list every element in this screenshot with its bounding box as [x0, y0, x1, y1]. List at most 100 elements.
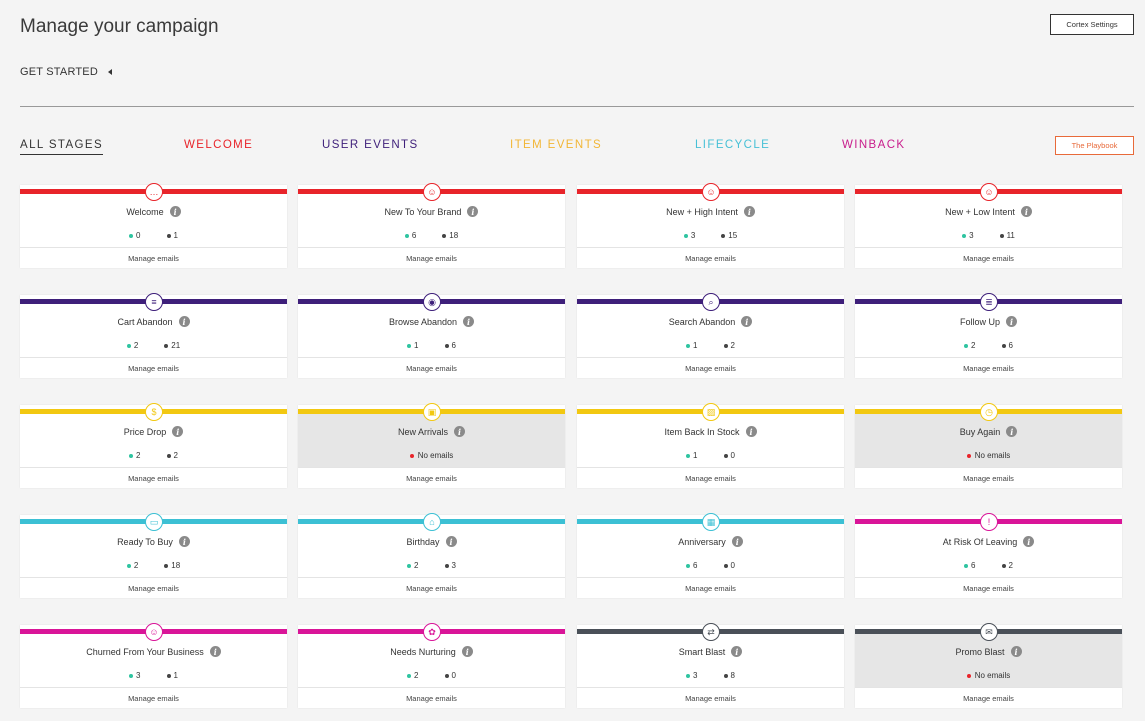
- campaign-title: Needs Nurturing i: [298, 646, 565, 657]
- campaign-card[interactable]: Cart Abandon i 2 21 ≡ Manage emails: [20, 293, 287, 378]
- campaign-card[interactable]: New To Your Brand i 6 18 ☺ Manage emails: [298, 183, 565, 268]
- status-dot-icon: [966, 453, 971, 458]
- manage-emails-link[interactable]: Manage emails: [855, 247, 1122, 268]
- campaign-card[interactable]: Browse Abandon i 1 6 ◉ Manage emails: [298, 293, 565, 378]
- flower-icon: ✿: [423, 623, 441, 641]
- page-title: Manage your campaign: [20, 16, 219, 37]
- manage-emails-link[interactable]: Manage emails: [20, 247, 287, 268]
- active-dot-icon: [407, 343, 412, 348]
- campaign-card[interactable]: New Arrivals i No emails ▣ Manage emails: [298, 403, 565, 488]
- campaign-card[interactable]: Anniversary i 6 0 ▦ Manage emails: [577, 513, 844, 598]
- playbook-button[interactable]: The Playbook: [1055, 136, 1134, 155]
- info-icon[interactable]: i: [741, 316, 753, 327]
- info-icon[interactable]: i: [445, 536, 457, 547]
- total-emails-count: 6: [1001, 341, 1013, 350]
- total-emails-count: 2: [1001, 561, 1013, 570]
- info-icon[interactable]: i: [454, 426, 465, 437]
- active-emails-count: 2: [407, 561, 419, 570]
- manage-emails-link[interactable]: Manage emails: [577, 687, 844, 708]
- tab-all-stages[interactable]: ALL STAGES: [20, 139, 104, 155]
- manage-emails-link[interactable]: Manage emails: [298, 577, 565, 598]
- active-dot-icon: [686, 453, 691, 458]
- campaign-card[interactable]: Price Drop i 2 2 $ Manage emails: [20, 403, 287, 488]
- campaign-card[interactable]: Follow Up i 2 6 ≣ Manage emails: [855, 293, 1122, 378]
- info-icon[interactable]: i: [461, 646, 473, 657]
- campaign-card[interactable]: Search Abandon i 1 2 ⌕ Manage emails: [577, 293, 844, 378]
- info-icon[interactable]: i: [467, 206, 479, 217]
- total-dot-icon: [166, 673, 171, 678]
- campaign-card[interactable]: Churned From Your Business i 3 1 ☺ Manag…: [20, 623, 287, 708]
- info-icon[interactable]: i: [172, 426, 184, 437]
- campaign-card[interactable]: Welcome i 0 1 … Manage emails: [20, 183, 287, 268]
- manage-emails-link[interactable]: Manage emails: [20, 357, 287, 378]
- info-icon[interactable]: i: [169, 206, 181, 217]
- manage-emails-link[interactable]: Manage emails: [577, 247, 844, 268]
- email-stats: 3 11: [855, 231, 1122, 240]
- total-dot-icon: [999, 233, 1004, 238]
- alert-icon: !: [980, 513, 998, 531]
- manage-emails-link[interactable]: Manage emails: [298, 467, 565, 488]
- info-icon[interactable]: i: [463, 316, 475, 327]
- campaign-card[interactable]: Needs Nurturing i 2 0 ✿ Manage emails: [298, 623, 565, 708]
- campaign-card[interactable]: Buy Again i No emails ◷ Manage emails: [855, 403, 1122, 488]
- card-body: New + Low Intent i 3 11: [855, 194, 1122, 247]
- ticket-icon: ▭: [145, 513, 163, 531]
- card-body: New Arrivals i No emails: [298, 414, 565, 467]
- campaign-title: Birthday i: [298, 536, 565, 547]
- info-icon[interactable]: i: [178, 536, 190, 547]
- manage-emails-link[interactable]: Manage emails: [577, 357, 844, 378]
- manage-emails-link[interactable]: Manage emails: [855, 577, 1122, 598]
- user-minus-icon: ☺: [145, 623, 163, 641]
- campaign-title: Price Drop i: [20, 426, 287, 437]
- total-emails-count: 21: [164, 341, 180, 350]
- campaign-card[interactable]: New + High Intent i 3 15 ☺ Manage emails: [577, 183, 844, 268]
- cortex-settings-button[interactable]: Cortex Settings: [1050, 14, 1134, 35]
- manage-emails-link[interactable]: Manage emails: [20, 467, 287, 488]
- campaign-title: Anniversary i: [577, 536, 844, 547]
- manage-emails-link[interactable]: Manage emails: [20, 687, 287, 708]
- tab-winback[interactable]: WINBACK: [842, 139, 906, 151]
- info-icon[interactable]: i: [178, 316, 190, 327]
- manage-emails-link[interactable]: Manage emails: [855, 467, 1122, 488]
- info-icon[interactable]: i: [743, 206, 755, 217]
- campaign-card[interactable]: Promo Blast i No emails ✉ Manage emails: [855, 623, 1122, 708]
- campaign-card[interactable]: Ready To Buy i 2 18 ▭ Manage emails: [20, 513, 287, 598]
- document-icon: ≣: [980, 293, 998, 311]
- tab-item-events[interactable]: ITEM EVENTS: [510, 139, 603, 151]
- campaign-card[interactable]: New + Low Intent i 3 11 ☺ Manage emails: [855, 183, 1122, 268]
- manage-emails-link[interactable]: Manage emails: [20, 577, 287, 598]
- info-icon[interactable]: i: [1006, 316, 1017, 327]
- info-icon[interactable]: i: [1006, 426, 1018, 437]
- active-emails-count: 6: [686, 561, 698, 570]
- tab-lifecycle[interactable]: LIFECYCLE: [695, 139, 771, 151]
- info-icon[interactable]: i: [1020, 206, 1032, 217]
- manage-emails-link[interactable]: Manage emails: [855, 357, 1122, 378]
- email-stats: 3 1: [20, 671, 287, 680]
- active-emails-count: 2: [407, 671, 419, 680]
- campaign-card[interactable]: Birthday i 2 3 ⌂ Manage emails: [298, 513, 565, 598]
- email-stats: 1 2: [577, 341, 844, 350]
- get-started-toggle[interactable]: GET STARTED: [20, 66, 112, 78]
- email-stats: 6 2: [855, 561, 1122, 570]
- manage-emails-link[interactable]: Manage emails: [298, 357, 565, 378]
- campaign-card[interactable]: Item Back In Stock i 1 0 ▨ Manage emails: [577, 403, 844, 488]
- campaign-card[interactable]: Smart Blast i 3 8 ⇄ Manage emails: [577, 623, 844, 708]
- email-stats: 2 6: [855, 341, 1122, 350]
- total-dot-icon: [166, 453, 171, 458]
- info-icon[interactable]: i: [731, 646, 743, 657]
- info-icon[interactable]: i: [745, 426, 757, 437]
- total-emails-count: 18: [164, 561, 180, 570]
- info-icon[interactable]: i: [731, 536, 743, 547]
- info-icon[interactable]: i: [1010, 646, 1022, 657]
- info-icon[interactable]: i: [209, 646, 221, 657]
- tab-welcome[interactable]: WELCOME: [184, 139, 254, 151]
- info-icon[interactable]: i: [1023, 536, 1035, 547]
- total-emails-count: 6: [444, 341, 456, 350]
- manage-emails-link[interactable]: Manage emails: [298, 687, 565, 708]
- tab-user-events[interactable]: USER EVENTS: [322, 139, 419, 151]
- manage-emails-link[interactable]: Manage emails: [298, 247, 565, 268]
- manage-emails-link[interactable]: Manage emails: [577, 467, 844, 488]
- manage-emails-link[interactable]: Manage emails: [577, 577, 844, 598]
- campaign-card[interactable]: At Risk Of Leaving i 6 2 ! Manage emails: [855, 513, 1122, 598]
- manage-emails-link[interactable]: Manage emails: [855, 687, 1122, 708]
